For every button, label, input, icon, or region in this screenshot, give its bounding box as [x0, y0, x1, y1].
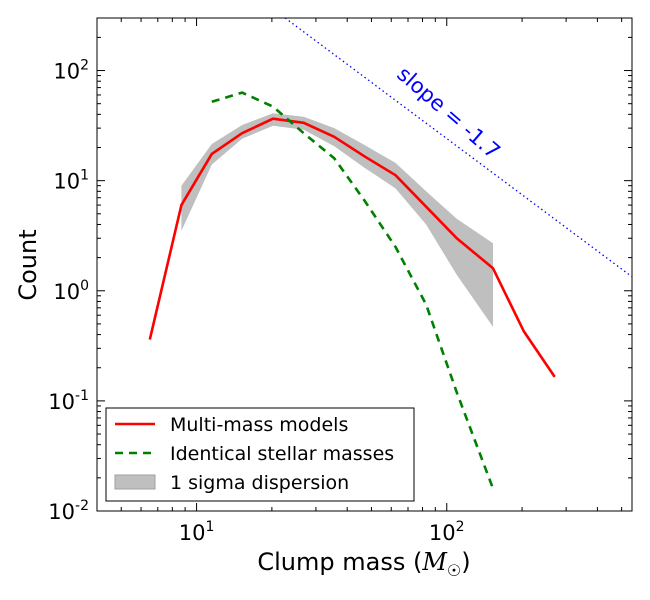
x-axis-title: Clump mass (M☉) — [257, 548, 470, 580]
y-axis-title: Count — [14, 229, 42, 300]
x-tick-label: 101 — [179, 519, 215, 545]
legend-label-dispersion: 1 sigma dispersion — [170, 472, 349, 494]
legend-box — [105, 407, 415, 502]
series-line-identical-masses — [211, 91, 495, 489]
series-line-multi-mass — [148, 117, 556, 378]
slope-annotation: slope = -1.7 — [392, 62, 504, 164]
plot-border — [96, 17, 633, 512]
series-band-dispersion — [181, 113, 493, 327]
axis-ticks: 101 102 10-2 10-1 100 101 102 — [48, 17, 632, 545]
y-tick-label: 102 — [53, 58, 89, 84]
legend-label-identical: Identical stellar masses — [170, 443, 394, 465]
y-tick-label: 100 — [53, 278, 89, 304]
plot-area — [148, 18, 632, 489]
reference-slope-line — [284, 18, 632, 278]
y-tick-label: 10-1 — [48, 388, 89, 414]
axes-frame — [96, 17, 633, 512]
x-axis-title-unit-subscript: ☉ — [447, 561, 461, 580]
legend: Multi-mass models Identical stellar mass… — [105, 407, 415, 502]
y-tick-label: 101 — [53, 168, 89, 194]
legend-swatch-dispersion — [114, 474, 156, 490]
legend-label-multi-mass: Multi-mass models — [170, 414, 348, 436]
y-tick-label: 10-2 — [48, 498, 89, 524]
plot-inner — [148, 18, 632, 489]
x-axis-title-unit: M — [421, 548, 448, 576]
x-axis-title-close: ) — [461, 548, 470, 576]
x-axis-title-text: Clump mass ( — [257, 548, 422, 576]
x-tick-label: 102 — [429, 519, 465, 545]
